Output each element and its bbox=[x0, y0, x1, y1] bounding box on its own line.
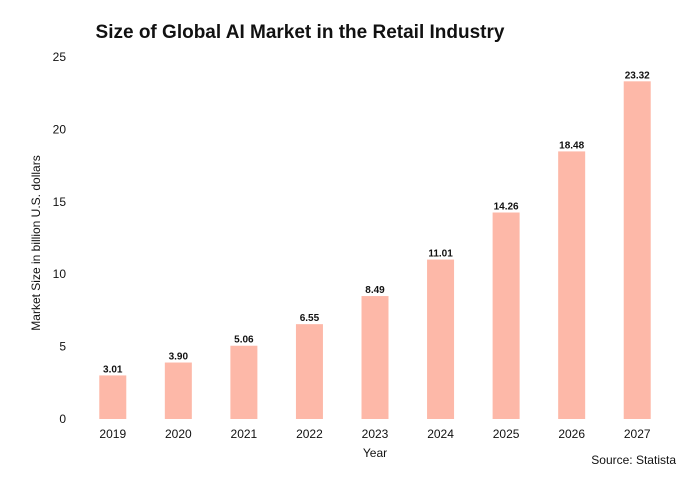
y-tick-label: 10 bbox=[53, 267, 67, 281]
bars bbox=[99, 81, 651, 419]
x-tick-label: 2026 bbox=[558, 427, 585, 441]
y-tick-label: 5 bbox=[59, 340, 66, 354]
bar-2022 bbox=[295, 324, 323, 419]
bar-2023 bbox=[361, 296, 389, 419]
bar-2019 bbox=[99, 375, 127, 419]
data-labels: 3.01 3.90 5.06 6.55 8.49 11.01 14.26 18.48 23.32 bbox=[103, 70, 650, 375]
bar-2020 bbox=[164, 362, 192, 419]
source-note: Source: Statista bbox=[591, 453, 676, 467]
y-tick-label: 25 bbox=[53, 50, 67, 64]
x-tick-label: 2024 bbox=[427, 427, 454, 441]
x-tick-label: 2019 bbox=[99, 427, 126, 441]
bar-2021 bbox=[230, 345, 258, 419]
data-label-2022: 6.55 bbox=[300, 313, 320, 324]
x-axis-title: Year bbox=[363, 446, 387, 460]
bar-2026 bbox=[558, 151, 586, 419]
x-tick-label: 2021 bbox=[231, 427, 258, 441]
y-tick-label: 15 bbox=[53, 195, 67, 209]
y-tick-label: 0 bbox=[59, 412, 66, 426]
bar-2027 bbox=[623, 81, 651, 419]
data-label-2021: 5.06 bbox=[234, 335, 254, 346]
x-tick-label: 2020 bbox=[165, 427, 192, 441]
data-label-2020: 3.90 bbox=[169, 352, 189, 363]
x-tick-label: 2022 bbox=[296, 427, 323, 441]
x-tick-label: 2025 bbox=[493, 427, 520, 441]
data-label-2019: 3.01 bbox=[103, 364, 123, 375]
bar-2024 bbox=[427, 259, 455, 419]
x-axis-ticks: 2019 2020 2021 2022 2023 2024 2025 2026 2027 bbox=[99, 427, 650, 441]
data-label-2024: 11.01 bbox=[428, 249, 453, 260]
y-tick-label: 20 bbox=[53, 122, 67, 136]
x-tick-label: 2027 bbox=[624, 427, 651, 441]
y-axis-ticks: 0 5 10 15 20 25 bbox=[53, 50, 67, 426]
y-axis-title: Market Size in billion U.S. dollars bbox=[29, 155, 43, 330]
data-label-2025: 14.26 bbox=[494, 202, 519, 213]
x-tick-label: 2023 bbox=[362, 427, 389, 441]
data-label-2027: 23.32 bbox=[625, 70, 650, 81]
data-label-2023: 8.49 bbox=[365, 285, 385, 296]
data-label-2026: 18.48 bbox=[559, 140, 584, 151]
chart-title: Size of Global AI Market in the Retail I… bbox=[95, 22, 505, 43]
bar-2025 bbox=[492, 212, 520, 419]
